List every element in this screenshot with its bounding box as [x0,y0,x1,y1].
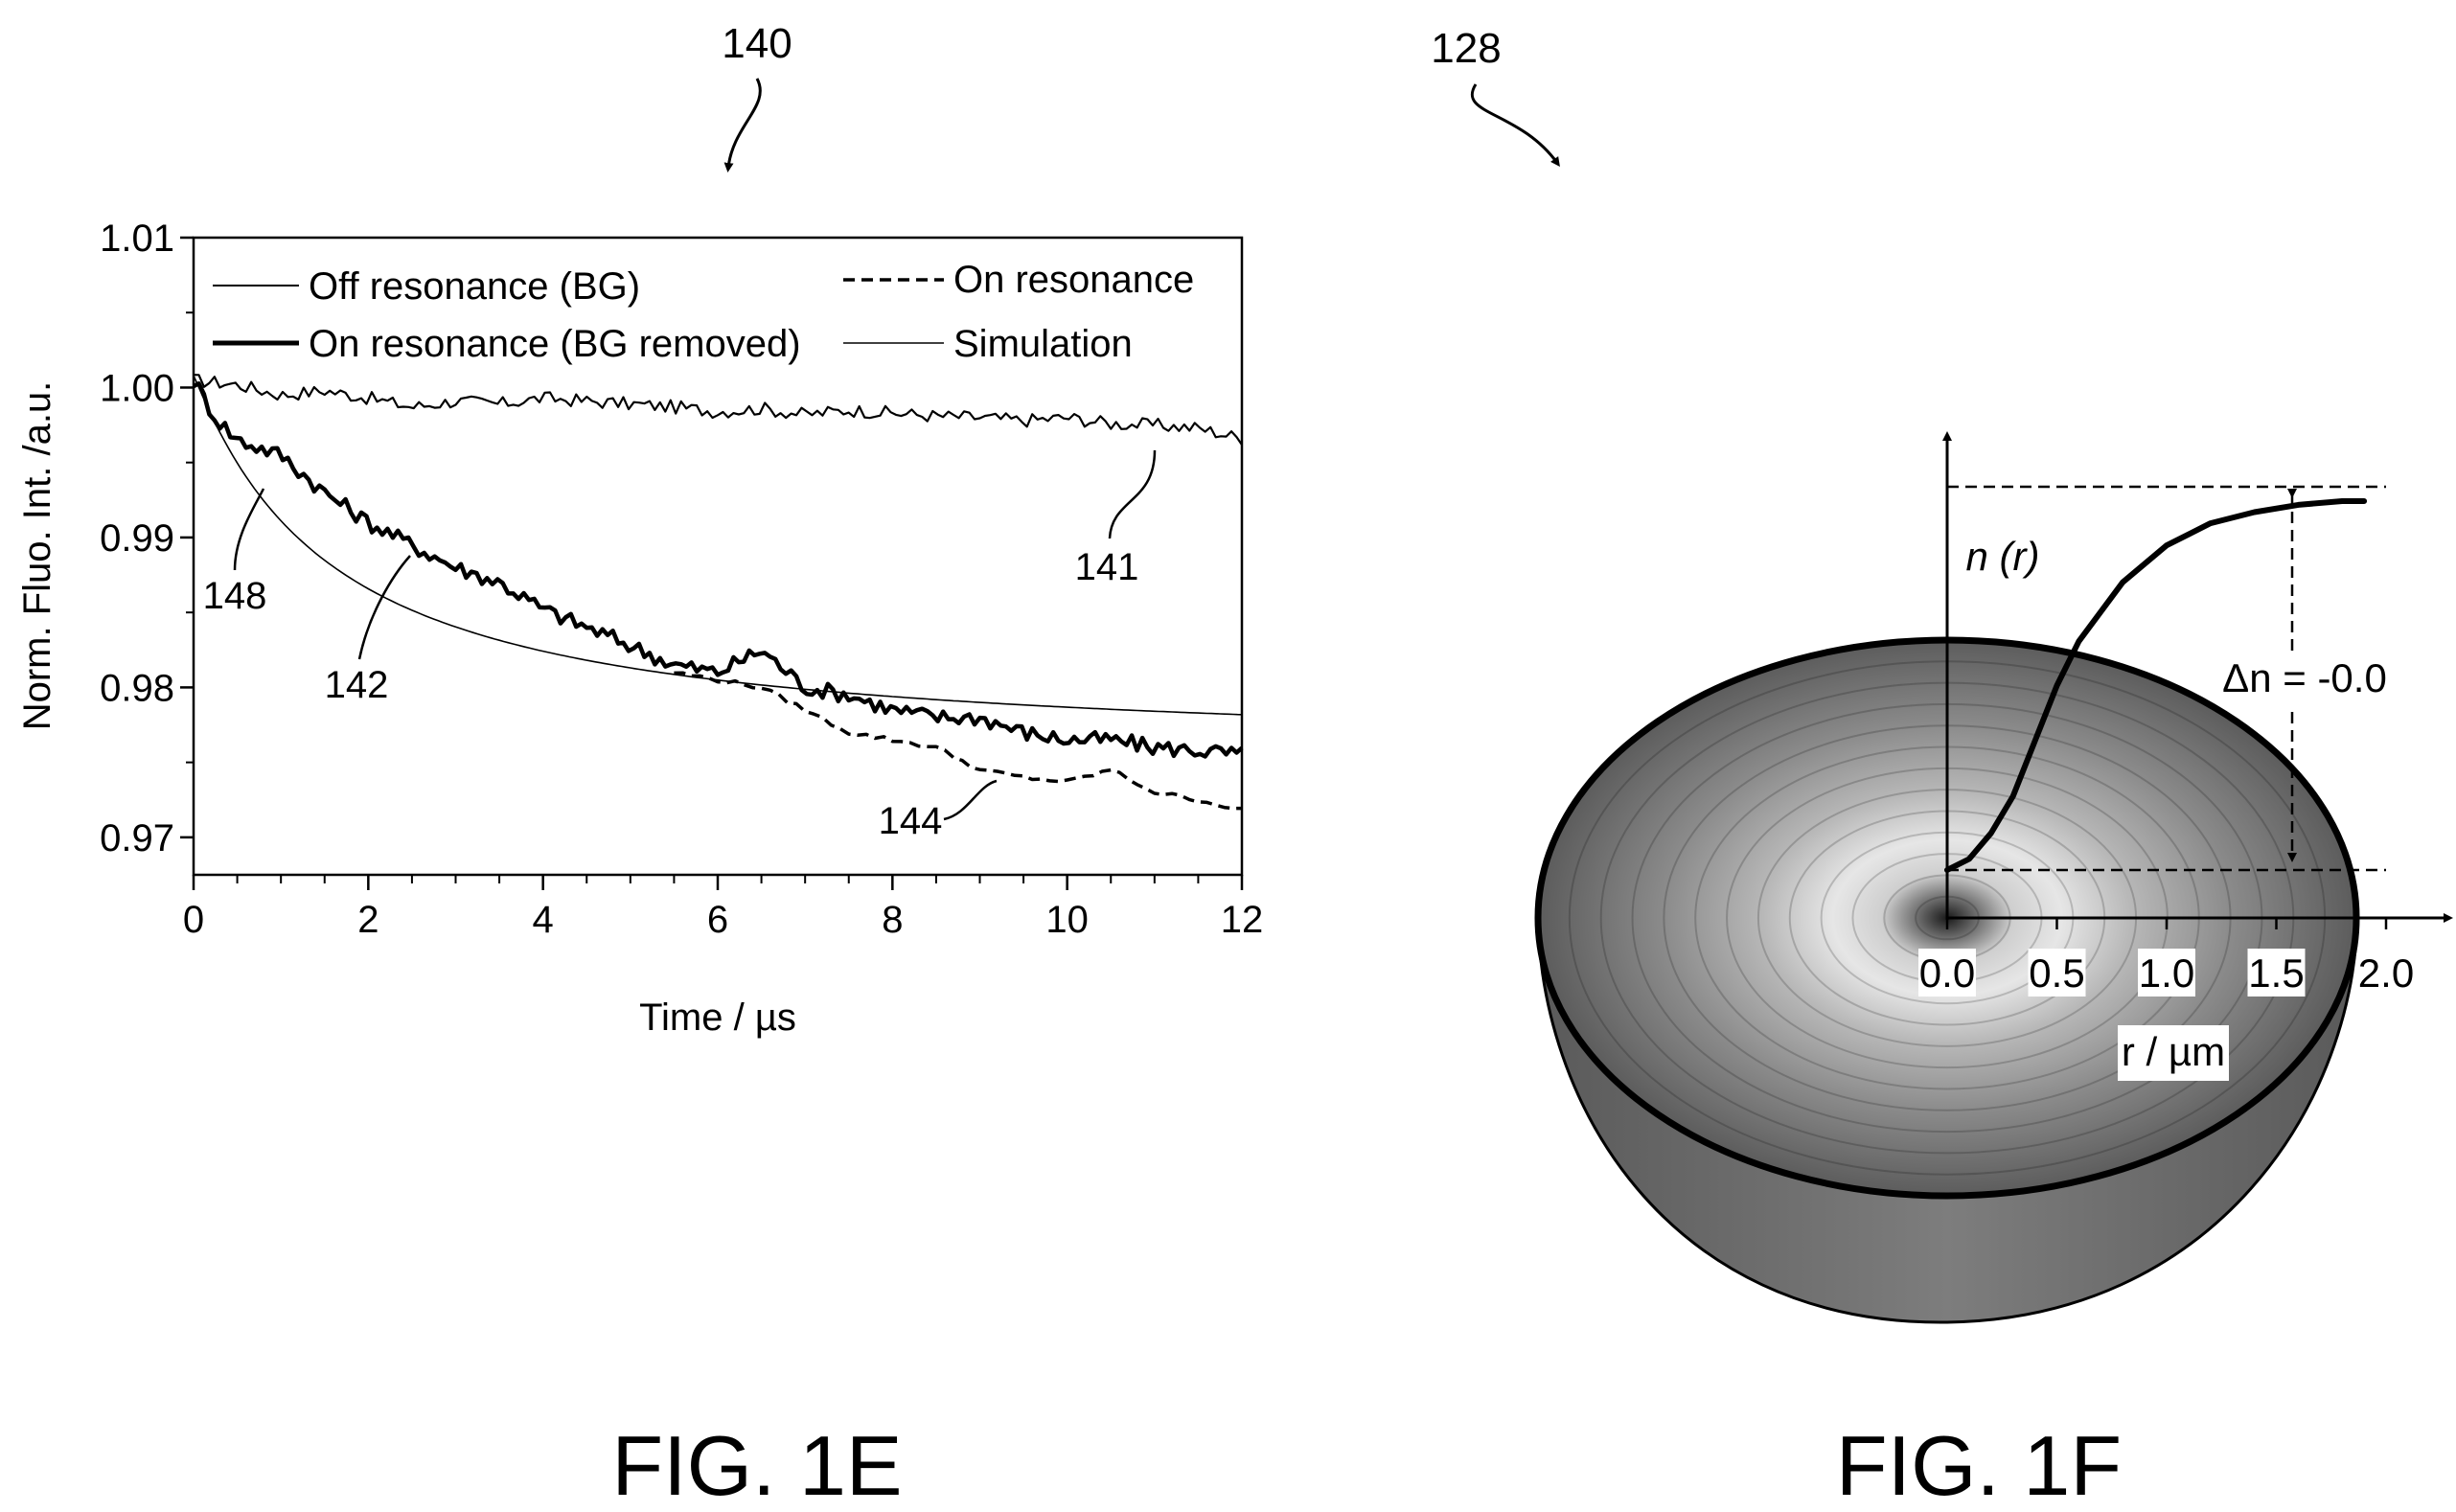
y-tick-label: 0.97 [100,817,174,859]
y-tick-label: 1.00 [100,367,174,409]
r-tick-label: 1.0 [2139,951,2194,996]
y-tick-label: 1.01 [100,218,174,260]
series-line-3 [674,671,1243,811]
series-line-1 [193,374,1243,446]
r-tick-bg [2357,949,2415,997]
ref-arrow-140 [723,78,762,172]
leader-148 [233,488,265,571]
figure-1f: 128 n (r) Δn = -0.0 0.0 0.5 1.0 1.5 2.0 r / … [1431,25,2453,1512]
callouts: 141 142 144 148 [203,449,1157,842]
x-tick-label: 2 [357,899,379,941]
series-line-2 [192,381,1244,759]
ref-number-140: 140 [722,20,792,67]
r-label-bg [2118,1025,2229,1081]
delta-label-bg [2228,653,2381,705]
y-tick-label: 0.99 [100,517,174,560]
delta-n-label: Δn = -0.0 [2222,655,2387,700]
n-axis-label: n (r) [1966,534,2040,579]
x-tick-label: 10 [1045,899,1089,941]
legend-label-on-resonance-bg-removed: On resonance (BG removed) [309,323,801,365]
n-label-bg [1964,532,2039,582]
ref-arrow-128 [1470,83,1560,168]
y-tick-label: 0.98 [100,667,174,709]
n-r-profile-curve [1944,498,2368,873]
x-axis-label: Time / µs [639,997,796,1039]
legend-label-simulation: Simulation [953,323,1133,365]
r-tick-bg [2138,949,2195,997]
r-axis-ticks: 0.0 0.5 1.0 1.5 2.0 [1918,918,2415,997]
r-axis-label: r / µm [2122,1029,2225,1074]
x-tick-label: 0 [183,899,204,941]
leader-142 [357,555,411,660]
legend-label-on-resonance: On resonance [953,259,1194,301]
callout-141: 141 [1075,546,1139,588]
figure-1e: 140 0.97 0.98 0.99 1.00 1.01 0 2 4 6 8 10 12 Norm.… [16,20,1263,1512]
callout-148: 148 [203,575,267,617]
caption-fig-1f: FIG. 1F [1836,1418,2122,1512]
y-axis-label: Norm. Fluo. Int. /a.u. [16,381,58,731]
x-tick-label: 6 [707,899,728,941]
legend: Off resonance (BG) On resonance (BG remo… [213,259,1194,365]
n-r-curve-line [1944,498,2368,873]
y-axis: 0.97 0.98 0.99 1.00 1.01 [100,218,194,859]
r-tick-label: 2.0 [2358,951,2414,996]
r-tick-bg [2028,949,2086,997]
series-line-4 [193,375,1243,716]
x-tick-label: 8 [882,899,903,941]
legend-label-off-resonance: Off resonance (BG) [309,265,640,308]
callout-142: 142 [325,664,389,706]
x-axis: 0 2 4 6 8 10 12 [183,875,1263,941]
r-tick-bg [2247,949,2306,997]
plot-series [192,374,1244,811]
callout-144: 144 [879,800,943,842]
leader-144 [943,779,998,821]
x-tick-label: 4 [533,899,554,941]
x-tick-label: 12 [1221,899,1264,941]
r-tick-label: 1.5 [2248,951,2304,996]
r-tick-label: 0.0 [1919,951,1975,996]
ref-number-128: 128 [1431,25,1501,72]
r-tick-label: 0.5 [2029,951,2084,996]
caption-fig-1e: FIG. 1E [611,1418,902,1512]
leader-141 [1108,449,1157,539]
r-tick-bg [1918,949,1976,997]
